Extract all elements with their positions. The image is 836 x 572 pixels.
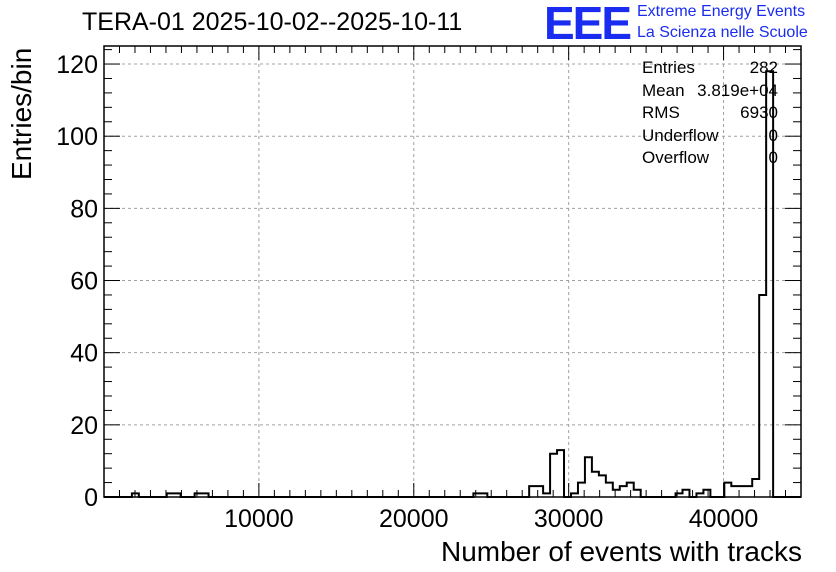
x-tick-label: 20000 [379, 505, 449, 533]
stat-row-overflow: Overflow 0 [642, 148, 782, 171]
y-tick-label: 80 [70, 195, 98, 223]
axes: 10000 20000 30000 40000 0 20 40 60 80 100 120 [56, 45, 802, 533]
stat-value: 282 [749, 58, 778, 77]
y-axis-label: Entries/bin [6, 47, 37, 180]
x-axis-label: Number of events with tracks [440, 536, 802, 567]
logo-line-1: Extreme Energy Events [637, 3, 806, 20]
stats-box: Entries 282 Mean 3.819e+04 RMS 6930 Unde… [642, 58, 782, 171]
y-tick-label: 20 [70, 412, 98, 440]
y-tick-label: 120 [56, 51, 98, 79]
stat-value: 0 [768, 125, 778, 145]
stat-row-entries: Entries 282 [642, 58, 782, 81]
histogram-bin [557, 450, 564, 497]
x-tick-label: 30000 [534, 505, 604, 533]
histogram-bin [724, 483, 731, 497]
histogram-bin [731, 486, 738, 497]
histogram-bin [585, 457, 592, 497]
histogram-bin [752, 479, 759, 497]
histogram-bin [683, 490, 690, 497]
logo-line-2: La Scienza nelle Scuole [637, 24, 808, 41]
y-tick-label: 40 [70, 340, 98, 368]
stat-label: Mean [642, 80, 685, 100]
stat-label: Overflow [642, 148, 710, 167]
histogram-bin [745, 486, 752, 497]
stat-label: RMS [642, 103, 680, 122]
y-tick-label: 0 [84, 484, 98, 512]
x-tick-label: 40000 [689, 505, 759, 533]
stat-label: Underflow [642, 125, 719, 145]
histogram-bin [592, 472, 599, 497]
histogram-bin [634, 490, 641, 497]
stat-row-mean: Mean 3.819e+04 [642, 81, 782, 104]
chart-title: TERA-01 2025-10-02--2025-10-11 [82, 8, 463, 36]
eee-logo: EEE [544, 0, 632, 49]
histogram-bin [620, 486, 627, 497]
stat-row-rms: RMS 6930 [642, 103, 782, 126]
histogram-bin [529, 486, 543, 497]
stat-row-underflow: Underflow 0 [642, 126, 782, 149]
plot-frame [103, 45, 802, 498]
histogram-bin [759, 295, 766, 497]
histogram-bin [613, 490, 620, 497]
stat-value: 0 [768, 148, 778, 167]
y-tick-label: 100 [56, 123, 98, 151]
y-tick-label: 60 [70, 268, 98, 296]
stat-value: 6930 [740, 103, 778, 122]
grid [104, 46, 801, 497]
x-tick-label: 10000 [224, 505, 294, 533]
stat-label: Entries [642, 58, 695, 77]
histogram-bin [606, 483, 613, 497]
stat-value: 3.819e+04 [697, 80, 778, 100]
histogram-bin [703, 490, 710, 497]
